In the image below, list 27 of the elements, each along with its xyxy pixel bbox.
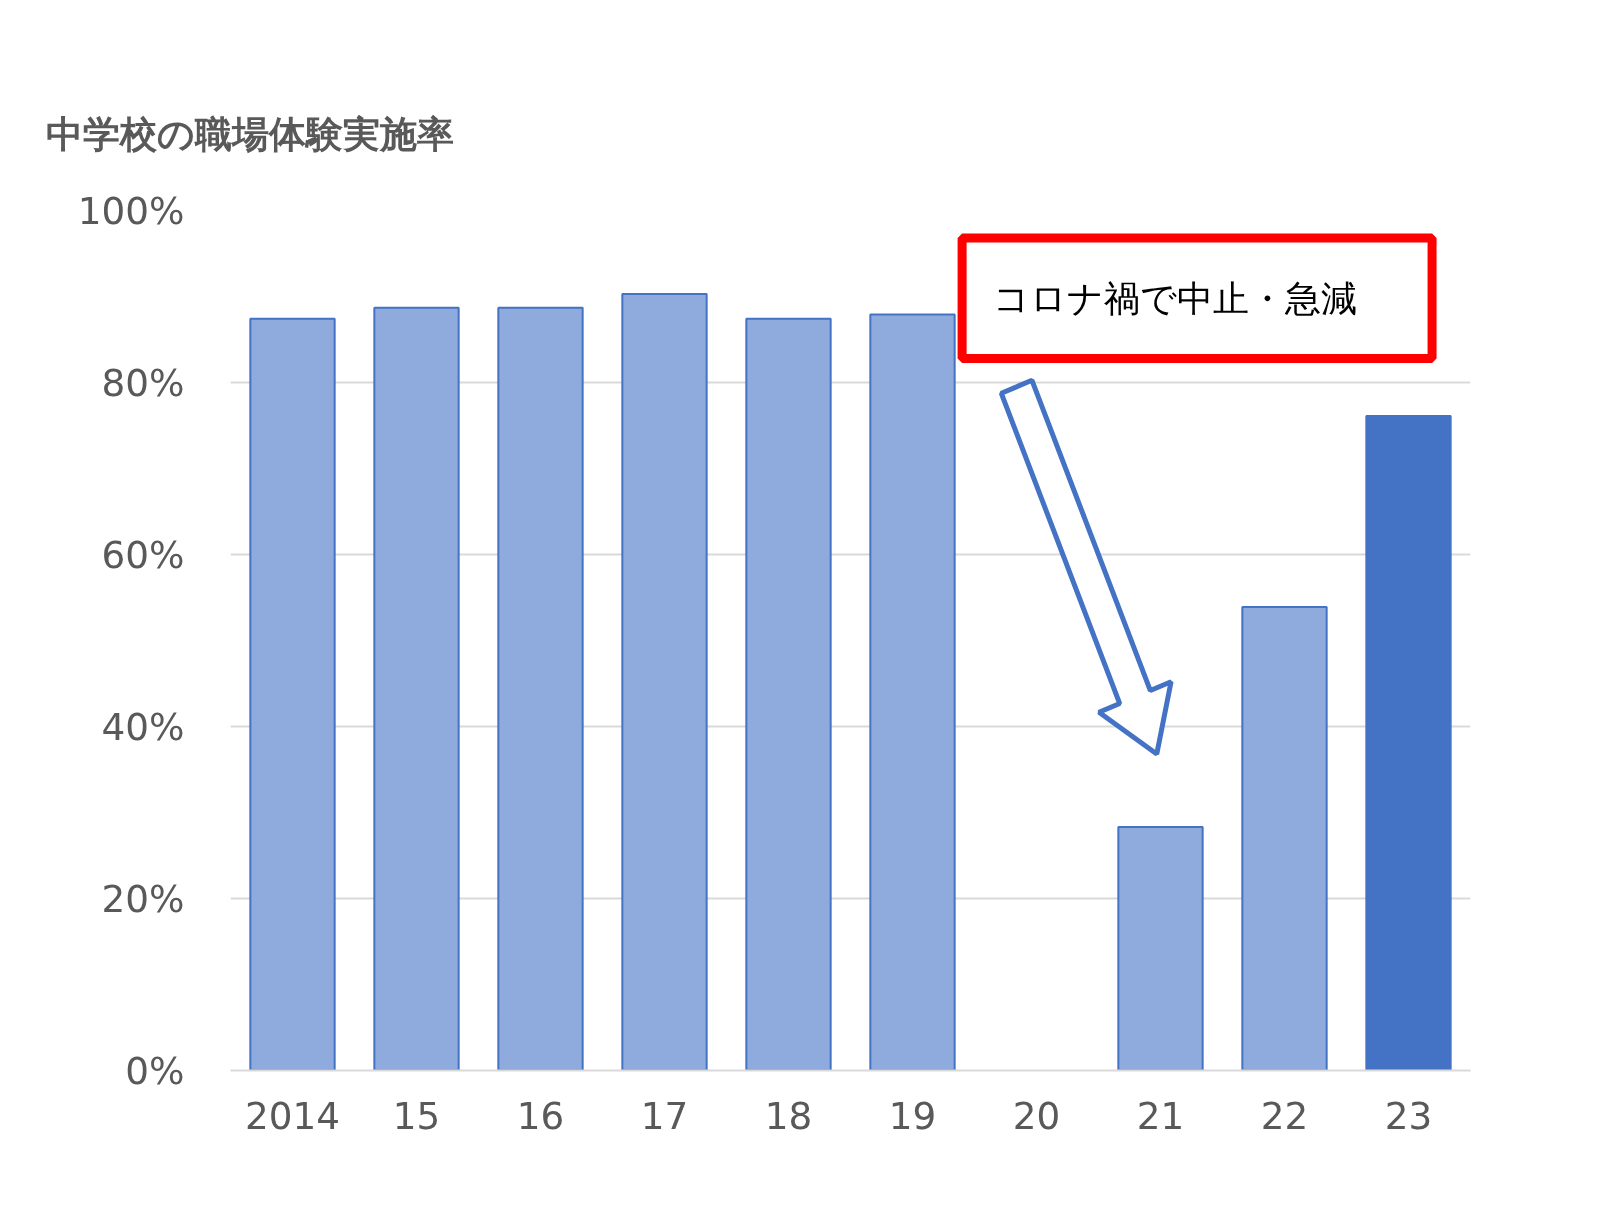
bar xyxy=(1365,415,1452,1071)
x-tick-label: 2014 xyxy=(245,1093,340,1138)
bar xyxy=(745,317,832,1071)
x-tick-label: 17 xyxy=(640,1093,689,1138)
x-tick-label: 20 xyxy=(1012,1093,1061,1138)
bar xyxy=(869,313,956,1071)
chart-title: 中学校の職場体験実施率 xyxy=(45,111,454,156)
y-tick-label: 80% xyxy=(101,360,185,405)
annotation: コロナ禍で中止・急減 xyxy=(993,277,1358,319)
y-tick-label: 20% xyxy=(101,876,185,921)
bar xyxy=(249,317,336,1071)
x-tick-label: 15 xyxy=(392,1093,441,1138)
bar xyxy=(621,292,708,1071)
y-tick-label: 40% xyxy=(101,704,185,749)
x-tick-label: 23 xyxy=(1384,1093,1433,1138)
x-tick-label: 21 xyxy=(1136,1093,1185,1138)
x-tick-label: 16 xyxy=(516,1093,565,1138)
y-tick-label: 60% xyxy=(101,532,185,577)
bar xyxy=(373,306,460,1071)
bar xyxy=(497,306,584,1071)
y-tick-label: 100% xyxy=(77,188,185,233)
x-tick-label: 22 xyxy=(1260,1093,1309,1138)
x-tick-label: 19 xyxy=(888,1093,937,1138)
bar xyxy=(1241,605,1328,1071)
y-tick-label: 0% xyxy=(125,1048,185,1093)
bar xyxy=(1117,826,1204,1071)
x-tick-label: 18 xyxy=(764,1093,813,1138)
